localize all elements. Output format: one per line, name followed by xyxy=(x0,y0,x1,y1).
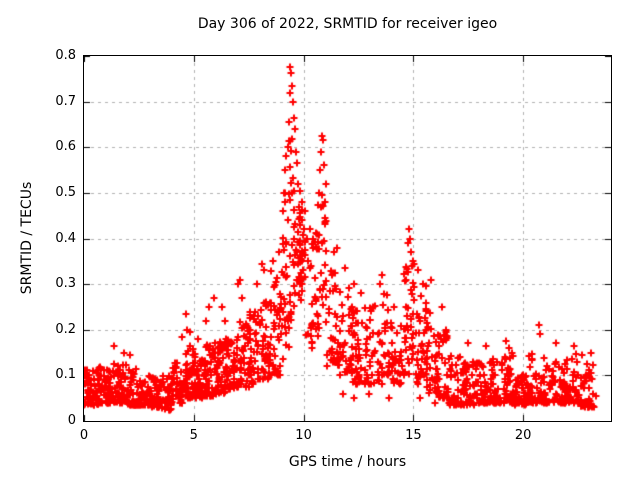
y-tick-label: 0.3 xyxy=(55,276,76,292)
y-tick-label: 0.6 xyxy=(55,139,76,155)
y-tick-label: 0.5 xyxy=(55,184,76,200)
x-tick-label: 0 xyxy=(79,428,89,443)
y-tick-label: 0 xyxy=(67,413,76,428)
y-tick-label: 0.8 xyxy=(55,48,76,63)
x-tick-label: 15 xyxy=(405,428,422,443)
plot-area xyxy=(83,55,612,422)
x-tick-label: 10 xyxy=(295,428,312,443)
x-tick-label: 5 xyxy=(189,428,198,443)
scatter-canvas xyxy=(84,56,611,421)
y-tick-label: 0.2 xyxy=(55,321,76,337)
y-tick-label: 0.4 xyxy=(55,230,76,246)
y-tick-label: 0.7 xyxy=(55,93,76,109)
x-tick-label: 20 xyxy=(514,428,532,443)
y-tick-label: 0.1 xyxy=(55,367,76,383)
x-axis-title: GPS time / hours xyxy=(288,454,407,470)
chart-title: Day 306 of 2022, SRMTID for receiver ige… xyxy=(197,16,498,32)
